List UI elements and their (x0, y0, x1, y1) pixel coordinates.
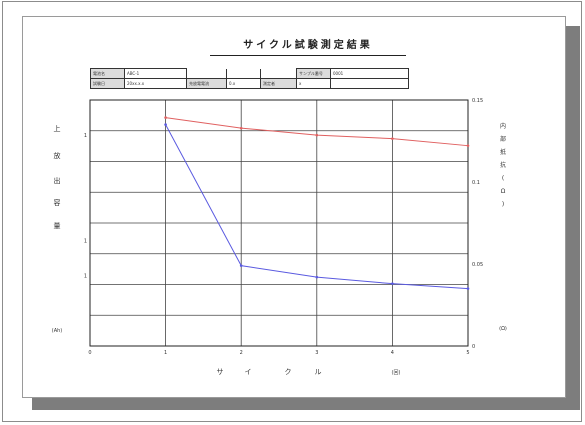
right-axis-label-char: 抵 (500, 148, 506, 156)
data-point (391, 282, 394, 285)
right-axis-label-char: Ω (501, 188, 506, 195)
right-tick-label: 0.05 (472, 262, 483, 268)
left-axis-label-char: 放 (54, 151, 61, 160)
left-axis-label-char: 上 (54, 124, 61, 133)
plot-frame (89, 99, 469, 347)
x-axis-label-char: ル (315, 368, 322, 376)
info-row: 試験日 20xx.x.x 充放電電流 0.x 測定者 x (90, 78, 409, 89)
left-tick-label: 1 (84, 274, 87, 280)
data-point (391, 137, 394, 140)
info-table: 電池名 ABC-1 サンプル番号 0001 試験日 20xx.x.x 充放電電流… (90, 68, 409, 89)
left-tick-label: 1 (84, 239, 87, 245)
data-point (239, 126, 243, 130)
left-axis-label-char: 出 (54, 176, 61, 185)
right-axis-label-char: ) (502, 201, 504, 208)
x-axis-label-char: ク (285, 368, 292, 376)
right-axis-label-char: ( (502, 175, 504, 182)
x-tick-label: 5 (466, 350, 469, 356)
right-axis-label-char: 部 (500, 135, 506, 143)
x-axis-label-extra: (回) (392, 370, 401, 376)
left-axis-label-char: 容 (54, 198, 61, 207)
x-axis-label-char: イ (245, 368, 252, 376)
right-axis-unit: (Ω) (499, 326, 507, 332)
right-tick-label: 0 (472, 344, 475, 350)
left-axis-unit: (Ah) (52, 328, 63, 334)
data-point (315, 275, 319, 279)
left-tick-label: 1 (84, 133, 87, 139)
x-tick-label: 2 (240, 350, 243, 356)
data-point (164, 123, 167, 126)
right-tick-label: 0.1 (472, 180, 480, 186)
x-axis-label-char: サ (217, 368, 224, 376)
info-value (330, 78, 409, 89)
data-point (466, 144, 470, 147)
data-point (239, 264, 243, 267)
data-point (164, 116, 167, 119)
data-point (315, 133, 319, 137)
data-point (466, 287, 470, 290)
left-axis-label-char: 量 (54, 222, 61, 230)
right-axis-label-char: 抗 (500, 161, 506, 169)
x-tick-label: 1 (164, 350, 167, 356)
x-tick-label: 0 (88, 350, 91, 356)
right-axis-label-char: 内 (500, 122, 506, 130)
x-tick-label: 4 (391, 350, 394, 356)
right-tick-label: 0.15 (472, 98, 483, 104)
report-title: サイクル試験測定結果 (210, 37, 406, 56)
x-tick-label: 3 (315, 350, 318, 356)
